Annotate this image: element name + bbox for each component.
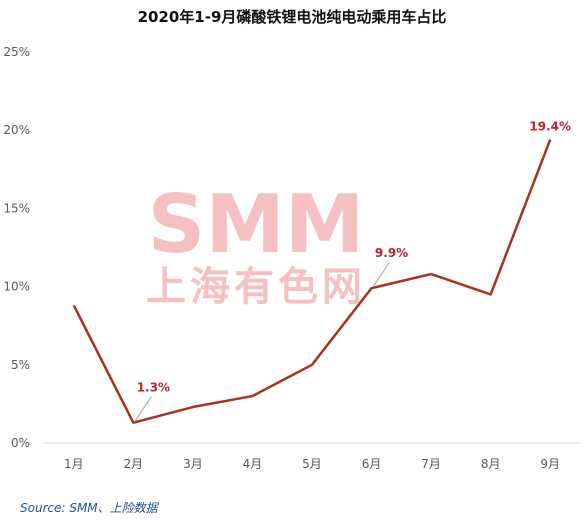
y-tick-label: 20% [3, 123, 30, 137]
x-tick-label: 9月 [540, 457, 560, 471]
y-tick-label: 10% [3, 280, 30, 294]
watermark-logo: SMM 上海有色网 [146, 178, 366, 310]
data-label-leader [373, 261, 390, 287]
y-tick-label: 0% [11, 436, 30, 450]
y-tick-label: 25% [3, 45, 30, 59]
x-tick-label: 4月 [243, 457, 263, 471]
data-label: 19.4% [529, 120, 571, 134]
y-tick-label: 15% [3, 201, 30, 215]
watermark-logo-text: SMM [148, 178, 365, 271]
x-tick-label: 2月 [124, 457, 144, 471]
x-tick-label: 6月 [362, 457, 382, 471]
x-tick-label: 3月 [183, 457, 203, 471]
watermark-subtitle-text: 上海有色网 [146, 264, 366, 310]
x-tick-label: 1月 [64, 457, 84, 471]
series-line [72, 139, 552, 424]
data-label: 1.3% [137, 381, 170, 395]
data-label-leader [134, 396, 152, 421]
x-tick-label: 8月 [481, 457, 501, 471]
data-labels: 1.3% 9.9% 19.4% [134, 120, 571, 421]
x-tick-label: 5月 [302, 457, 322, 471]
source-note: Source: SMM、上险数据 [20, 501, 158, 515]
axes: 0% 5% 10% 15% 20% 25% 1月 2月 3月 4月 5月 6月 7月 8月 9月 [3, 45, 580, 471]
x-tick-label: 7月 [421, 457, 441, 471]
chart-title: 2020年1-9月磷酸铁锂电池纯电动乘用车占比 [137, 8, 447, 26]
series-layer [72, 139, 552, 424]
data-label: 9.9% [375, 246, 408, 260]
y-tick-label: 5% [11, 358, 30, 372]
